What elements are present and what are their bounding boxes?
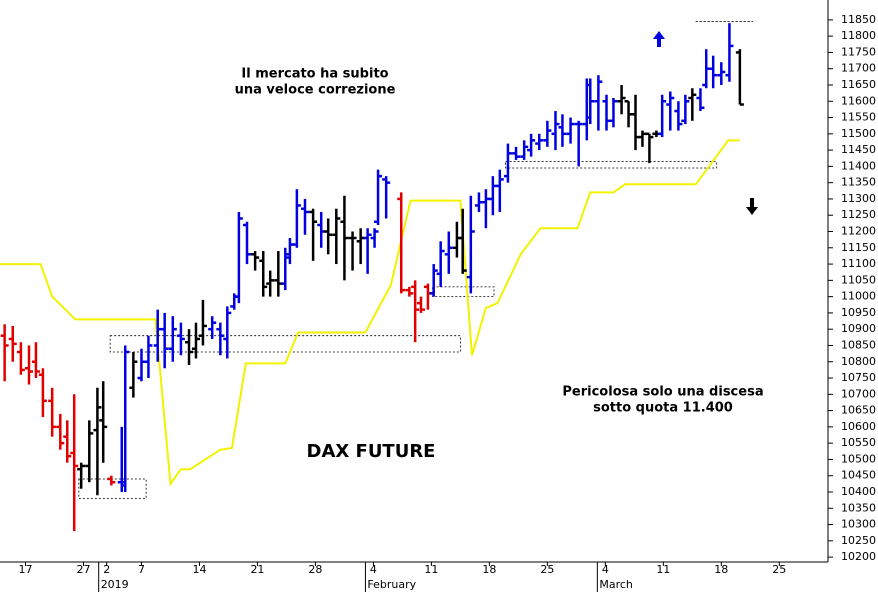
x-tick-label: 11 <box>656 563 670 576</box>
y-tick-label: 10350 <box>841 501 876 514</box>
y-tick-label: 11800 <box>841 29 876 42</box>
price-zone <box>432 286 495 298</box>
y-tick-label: 11750 <box>841 45 876 58</box>
y-tick-label: 11050 <box>841 273 876 286</box>
x-tick-label: 18 <box>714 563 728 576</box>
chart-title: DAX FUTURE <box>307 441 436 462</box>
y-tick-label: 10600 <box>841 420 876 433</box>
x-tick-label: 25 <box>540 563 554 576</box>
x-major-label: 2019 <box>101 578 129 591</box>
y-tick-label: 10900 <box>841 322 876 335</box>
y-tick-label: 10500 <box>841 452 876 465</box>
y-tick-label: 11550 <box>841 111 876 124</box>
x-tick-label: 4 <box>370 563 377 576</box>
x-tick-label: 17 <box>19 563 33 576</box>
y-tick-label: 10650 <box>841 404 876 417</box>
x-tick-label: 11 <box>424 563 438 576</box>
y-tick-label: 10700 <box>841 387 876 400</box>
y-tick-label: 11400 <box>841 159 876 172</box>
y-tick-label: 10200 <box>841 550 876 563</box>
down-arrow <box>746 198 758 215</box>
up-arrow <box>653 31 665 47</box>
y-tick-label: 11650 <box>841 78 876 91</box>
x-tick-label: 25 <box>772 563 786 576</box>
y-tick-label: 11700 <box>841 62 876 75</box>
y-tick-label: 11450 <box>841 143 876 156</box>
x-tick-label: 21 <box>250 563 264 576</box>
y-tick-label: 11150 <box>841 241 876 254</box>
annotation: Il mercato ha subito <box>241 67 388 82</box>
x-tick-label: 14 <box>192 563 206 576</box>
y-tick-label: 10550 <box>841 436 876 449</box>
y-tick-label: 11200 <box>841 225 876 238</box>
price-zone <box>109 335 461 353</box>
y-tick-label: 11100 <box>841 257 876 270</box>
y-tick-label: 11850 <box>841 13 876 26</box>
y-tick-label: 11350 <box>841 176 876 189</box>
y-tick-label: 10800 <box>841 355 876 368</box>
y-tick-label: 10750 <box>841 371 876 384</box>
x-tick-label: 7 <box>138 563 145 576</box>
y-tick-label: 10250 <box>841 534 876 547</box>
x-major-label: March <box>599 578 633 591</box>
y-tick-label: 11250 <box>841 208 876 221</box>
y-tick-label: 10300 <box>841 518 876 531</box>
y-tick-label: 10850 <box>841 338 876 351</box>
y-tick-label: 11600 <box>841 94 876 107</box>
y-tick-label: 11000 <box>841 290 876 303</box>
y-tick-label: 11300 <box>841 192 876 205</box>
x-tick-label: 4 <box>602 563 609 576</box>
x-tick-label: 28 <box>308 563 322 576</box>
trend-line <box>0 139 740 487</box>
annotation: Pericolosa solo una discesa <box>562 385 763 400</box>
y-tick-label: 10400 <box>841 485 876 498</box>
y-tick-label: 11500 <box>841 127 876 140</box>
x-tick-label: 18 <box>482 563 496 576</box>
price-zone <box>505 161 718 169</box>
x-tick-label: 2 <box>103 563 110 576</box>
annotation: sotto quota 11.400 <box>593 401 733 416</box>
annotation: una veloce correzione <box>235 83 396 98</box>
y-tick-label: 10450 <box>841 469 876 482</box>
y-tick-label: 10950 <box>841 306 876 319</box>
x-major-label: February <box>367 578 416 591</box>
x-tick-label: 27 <box>76 563 90 576</box>
